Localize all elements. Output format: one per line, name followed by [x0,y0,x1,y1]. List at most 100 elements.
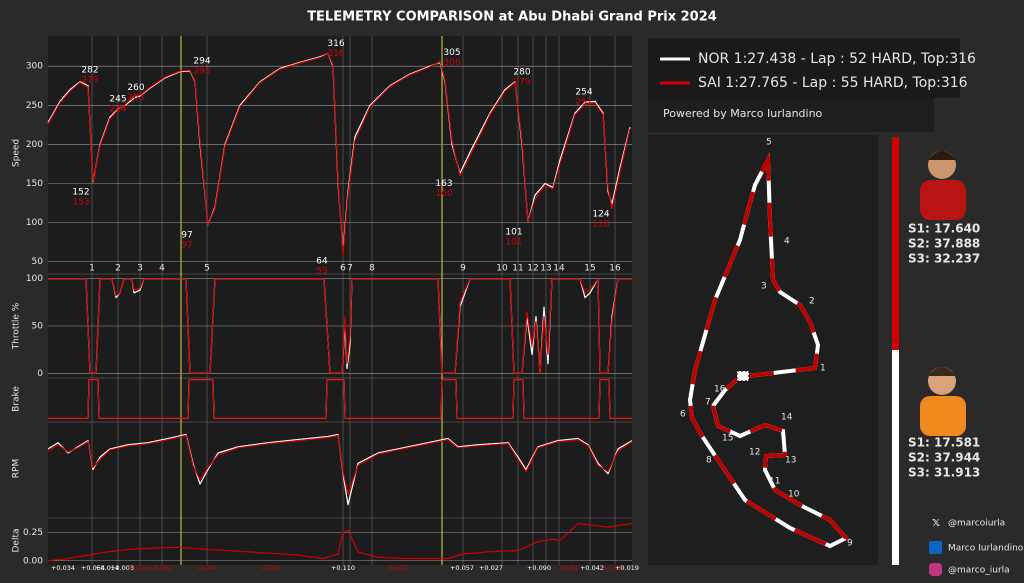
sector-time: S2: 37.888 [908,237,980,251]
y-tick-label: 100 [26,218,43,228]
series-line [47,434,633,495]
delta-label: +0.110 [331,564,355,572]
value-label: 251 [575,98,592,108]
driver-photo [920,151,966,220]
delta-label: +0.090 [527,564,551,572]
telemetry-plots: 1 2 3 4 5 6 7 8 9 10 11 12 13 14 15 16Speed501001502002… [12,36,639,572]
corner-number: 10 [788,490,800,500]
value-label: 263 [127,93,144,103]
y-tick-label: 0.25 [23,528,43,538]
legend-entry: NOR 1:27.438 - Lap : 52 HARD, Top:316 [698,51,976,67]
social-handle[interactable]: @marcoiurla [948,519,1005,529]
delta-label: +0.003 [110,564,134,572]
value-label: 316 [327,49,344,59]
corner-label: 6 [340,264,346,274]
y-axis-label: Brake [12,386,22,412]
y-tick-label: 150 [26,179,43,189]
credit: Powered by Marco Iurlandino [663,107,823,120]
corner-number: 15 [722,434,733,444]
delta-label: +0.027 [479,564,503,572]
sector-time: S3: 31.913 [908,466,980,480]
corner-label: 12 [527,264,538,274]
value-label: 124 [592,209,609,219]
y-tick-label: 0 [37,369,43,379]
y-axis-label: Speed [12,139,22,167]
value-label: 254 [575,88,592,98]
corner-label: 9 [460,264,466,274]
track-map [687,152,850,549]
series-line [48,379,632,419]
y-tick-label: 200 [26,140,43,150]
y-axis-label: RPM [12,459,22,478]
delta-label: -0.001 [261,564,282,572]
delta-label: -0.002 [152,564,173,572]
y-tick-label: 50 [32,257,44,267]
plot-area [48,36,632,565]
value-label: 305 [443,48,460,58]
corner-label: 2 [115,264,121,274]
delta-label: -0.067 [558,564,579,572]
y-tick-label: 0.00 [23,556,43,566]
delta-label: -0.007 [387,564,408,572]
value-label: 282 [81,66,98,76]
value-label: 295 [193,66,210,76]
delta-label: +0.019 [615,564,639,572]
delta-label: +0.016 [128,564,152,572]
social-handle[interactable]: Marco Iurlandino [948,544,1024,554]
corner-number: 3 [761,282,767,292]
sector-time: S1: 17.581 [908,436,980,450]
sector-bar-nor [892,350,899,565]
value-label: 97 [181,240,192,250]
sector-time: S2: 37.944 [908,451,980,465]
corner-label: 14 [553,264,565,274]
corner-number: 12 [749,448,760,458]
value-label: 316 [327,39,344,49]
y-tick-label: 50 [32,322,44,332]
sector-bar-sai [892,137,899,350]
corner-number: 2 [809,297,815,307]
corner-number: 13 [785,456,796,466]
corner-label: 3 [137,264,143,274]
value-label: 160 [435,189,452,199]
value-label: 59 [316,266,328,276]
corner-label: 15 [584,264,595,274]
value-label: 101 [505,237,522,247]
delta-label: -0.004 [197,564,218,572]
series-line [47,433,633,506]
track-sector-overlay [687,152,850,549]
value-label: 279 [81,76,98,86]
social-handle[interactable]: @marco_iurla [948,566,1010,576]
credit-box [648,98,934,132]
value-label: 64 [316,256,328,266]
corner-number: 16 [714,385,726,395]
corner-label: 4 [159,264,165,274]
corner-number: 9 [847,539,853,549]
value-label: 101 [505,227,522,237]
series-line [47,53,631,256]
delta-label: +0.042 [580,564,604,572]
corner-number: 4 [784,237,790,247]
value-label: 279 [513,77,530,87]
value-label: 245 [109,95,126,105]
corner-number: 8 [706,456,712,466]
corner-number: 6 [680,410,686,420]
value-label: 97 [181,230,192,240]
legend [648,38,960,98]
corner-number: 5 [766,138,772,148]
sector-time: S1: 17.640 [908,222,980,236]
delta-label: +0.014 [95,564,119,572]
value-label: 152 [72,187,89,197]
corner-label: 7 [347,264,353,274]
delta-label: +0.034 [51,564,75,572]
corner-label: 1 [89,264,95,274]
value-label: 244 [109,105,126,115]
value-label: 260 [127,83,144,93]
corner-number: 11 [769,477,780,487]
series-line [47,523,633,562]
sector-time: S3: 32.237 [908,252,980,266]
linkedin-icon [929,541,942,554]
value-label: 153 [72,197,89,207]
corner-label: 8 [369,264,375,274]
value-label: 163 [435,179,452,189]
